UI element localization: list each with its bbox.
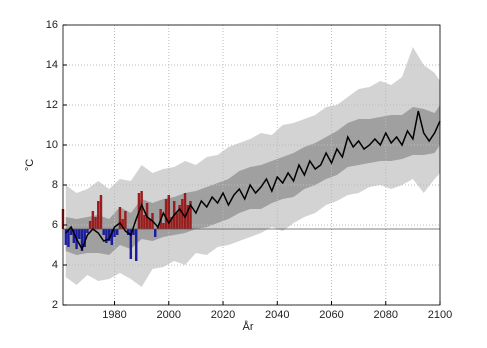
- bar: [97, 201, 100, 229]
- x-tick-label: 2040: [265, 309, 289, 321]
- bar: [189, 201, 192, 229]
- bar: [88, 221, 92, 229]
- x-tick-label: 2100: [428, 309, 452, 321]
- plot-frame: [62, 24, 441, 306]
- bar: [110, 229, 114, 245]
- x-tick-label: 1980: [102, 309, 126, 321]
- y-tick-label: 8: [52, 179, 58, 191]
- bar: [64, 229, 67, 245]
- bar: [99, 195, 103, 229]
- bar: [178, 205, 181, 229]
- bar: [143, 215, 146, 229]
- bar: [118, 207, 122, 229]
- line: [65, 110, 441, 251]
- bar: [126, 229, 130, 235]
- y-tick-label: 12: [46, 99, 58, 111]
- bar: [83, 229, 86, 247]
- y-tick-label: 6: [52, 219, 58, 231]
- bar: [80, 229, 84, 251]
- x-axis-label: År: [243, 320, 254, 333]
- bar: [164, 199, 168, 229]
- bar: [105, 229, 108, 243]
- y-tick-label: 16: [46, 19, 58, 31]
- bar: [107, 229, 111, 241]
- x-tick-label: 2000: [157, 309, 181, 321]
- y-tick-label: 10: [46, 139, 58, 151]
- bar: [186, 205, 189, 229]
- bar: [167, 195, 170, 229]
- bar: [78, 229, 81, 239]
- bar: [67, 229, 70, 247]
- bar: [183, 193, 187, 229]
- bar: [124, 211, 127, 229]
- y-tick-label: 2: [52, 299, 58, 311]
- bar: [162, 223, 165, 229]
- bar: [153, 229, 157, 237]
- x-tick-label: 2060: [319, 309, 343, 321]
- y-tick-label: 4: [52, 259, 58, 271]
- bar: [69, 229, 73, 235]
- x-tick-label: 2080: [374, 309, 398, 321]
- bar: [135, 229, 138, 261]
- bar: [72, 229, 76, 243]
- bar: [170, 217, 173, 229]
- bar: [86, 229, 89, 233]
- bar: [91, 211, 95, 229]
- bar: [121, 219, 124, 229]
- bar: [113, 229, 116, 237]
- y-tick-label: 14: [46, 59, 58, 71]
- bar: [129, 229, 133, 259]
- bar: [140, 191, 143, 229]
- x-tick-label: 2020: [211, 309, 235, 321]
- bar: [132, 229, 135, 235]
- y-axis-label: °C: [24, 159, 36, 171]
- bar: [175, 213, 179, 229]
- bar: [116, 229, 119, 235]
- bar: [94, 217, 97, 229]
- bar: [148, 219, 152, 229]
- bar: [102, 229, 105, 235]
